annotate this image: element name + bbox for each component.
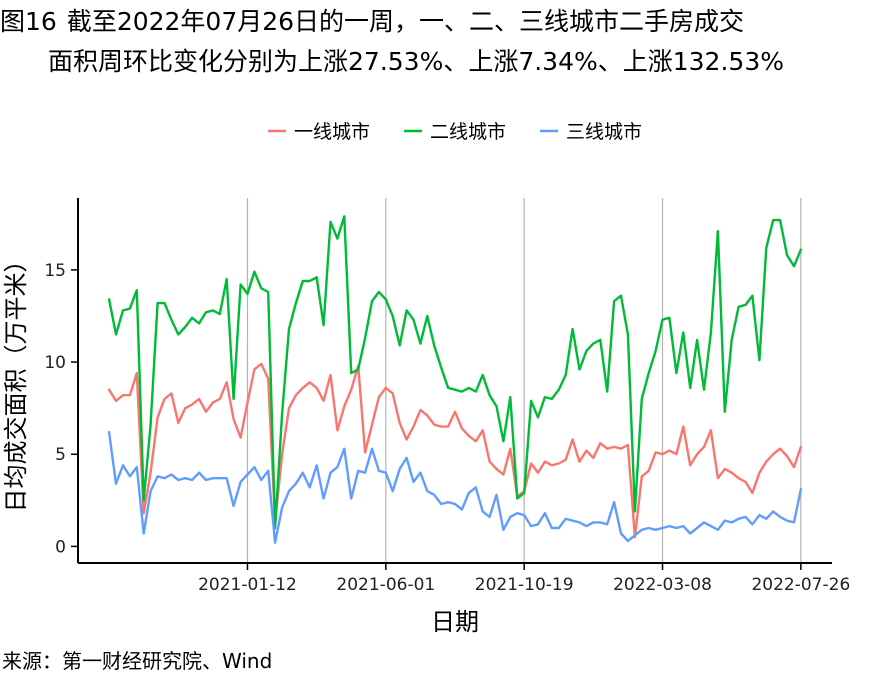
figure-title-line-2: 面积周环比变化分别为上涨27.53%、上涨7.34%、上涨132.53% — [48, 47, 784, 76]
legend-label-2: 二线城市 — [430, 121, 506, 143]
series-line-3 — [107, 430, 803, 544]
legend-label-3: 三线城市 — [566, 121, 642, 143]
x-tick-label-2: 2021-10-19 — [475, 575, 574, 595]
series-line-2 — [107, 215, 803, 530]
figure-title: 图16 截至2022年07月26日的一周，一、二、三线城市二手房成交 面积周环比变… — [0, 2, 885, 82]
x-axis-title: 日期 — [431, 608, 479, 636]
series-line-1 — [107, 362, 803, 539]
y-tick-label-2: 10 — [44, 353, 66, 373]
y-tick-label-1: 5 — [55, 445, 66, 465]
figure-label: 图16 — [0, 7, 57, 36]
source-note: 来源：第一财经研究院、Wind — [2, 649, 273, 673]
x-tick-label-0: 2021-01-12 — [198, 575, 297, 595]
y-tick-label-3: 15 — [44, 261, 66, 281]
x-tick-label-4: 2022-07-26 — [751, 575, 850, 595]
y-tick-label-0: 0 — [55, 537, 66, 557]
figure-title-line-1: 图16 截至2022年07月26日的一周，一、二、三线城市二手房成交 — [0, 2, 885, 42]
y-axis-title: 日均成交面积（万平米） — [2, 249, 30, 513]
x-tick-label-3: 2022-03-08 — [613, 575, 712, 595]
x-tick-label-1: 2021-06-01 — [336, 575, 435, 595]
legend-label-1: 一线城市 — [294, 121, 370, 143]
figure-title-text-1: 截至2022年07月26日的一周，一、二、三线城市二手房成交 — [66, 7, 745, 36]
